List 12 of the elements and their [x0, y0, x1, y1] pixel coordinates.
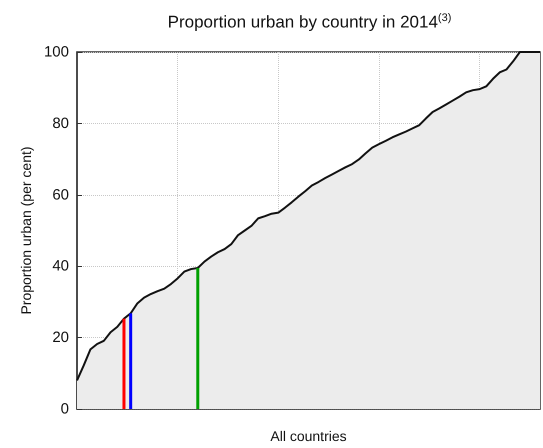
y-tick-label: 60 — [52, 186, 69, 204]
x-axis-title: All countries — [270, 428, 347, 444]
bar — [122, 318, 126, 409]
y-tick-label: 20 — [52, 329, 69, 346]
chart-title: Proportion urban by country in 2014$^{(3)}$ — [166, 12, 452, 33]
bar — [129, 313, 132, 409]
y-tick-label: 80 — [52, 114, 69, 132]
y-tick-label: 40 — [52, 258, 69, 275]
y-axis-title: Proportion urban (per cent) — [18, 146, 34, 315]
bar — [196, 268, 200, 409]
y-tick-label: 100 — [44, 44, 69, 60]
y-tick-label: 0 — [60, 400, 69, 418]
